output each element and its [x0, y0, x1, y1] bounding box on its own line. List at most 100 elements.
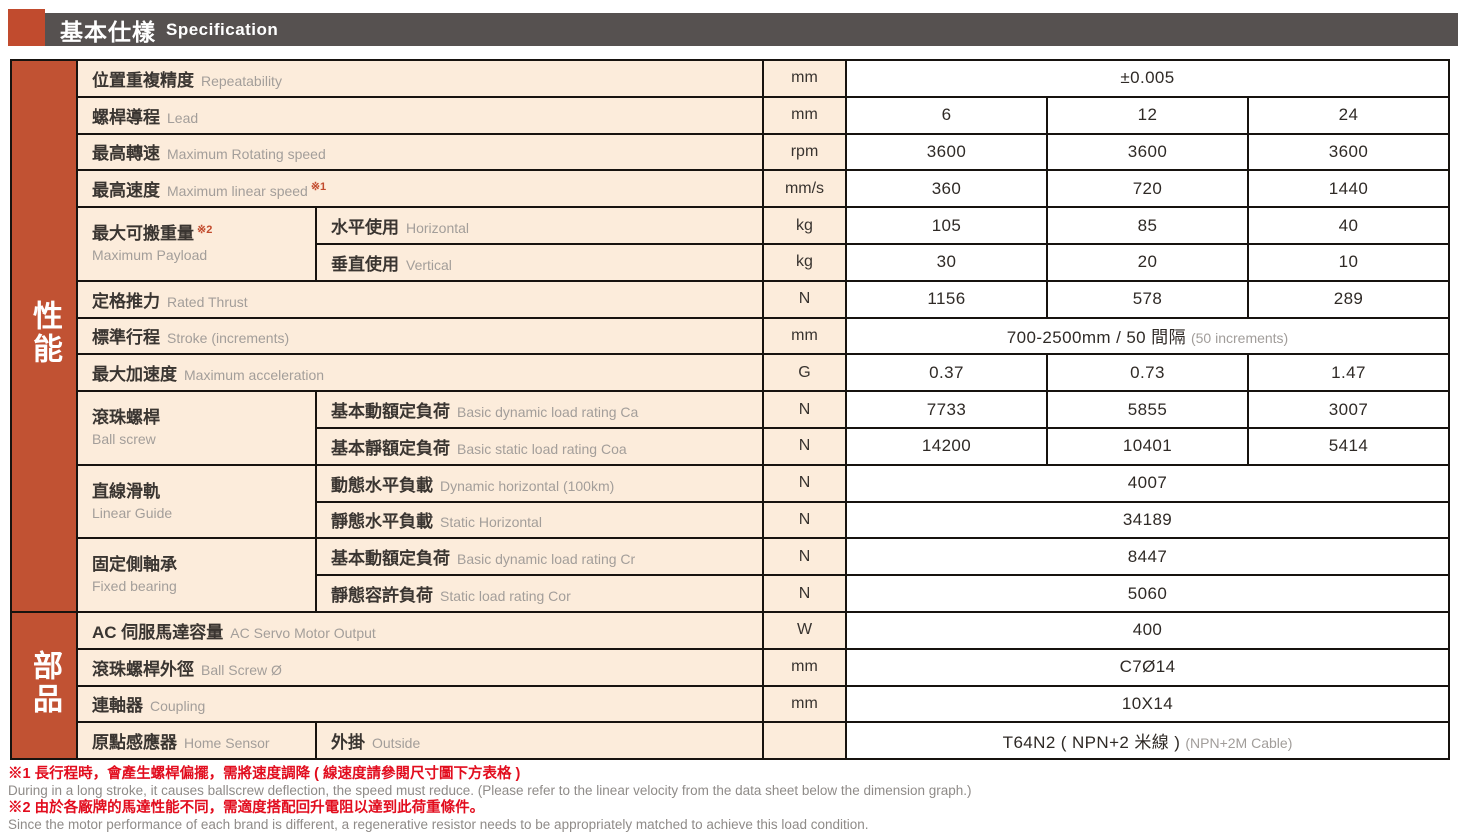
value-cell: 6 — [845, 95, 1048, 135]
value-cell: 360 — [845, 169, 1048, 209]
value-cell: 24 — [1246, 95, 1451, 135]
row-label: 最高轉速 Maximum Rotating speed — [76, 132, 764, 172]
accent-square — [8, 9, 45, 46]
unit-cell: N — [762, 390, 847, 429]
unit-cell: N — [762, 463, 847, 503]
value-cell: 289 — [1246, 279, 1451, 319]
sidebar-performance: 性能 — [10, 59, 78, 613]
unit-cell: N — [762, 279, 847, 319]
spec-row: 定格推力 Rated Thrust N 1156 578 289 — [11, 279, 1451, 319]
spec-row: 最高轉速 Maximum Rotating speed rpm 3600 3600… — [11, 132, 1451, 172]
spec-row: 最高速度 Maximum linear speed ※1 mm/s 360 720 … — [11, 169, 1451, 209]
value-cell: 1440 — [1246, 169, 1451, 209]
row-sublabel: 動態水平負載 Dynamic horizontal (100km) — [315, 463, 764, 503]
row-sublabel: 垂直使用 Vertical — [315, 242, 764, 282]
spec-table: 性能 位置重複精度 Repeatability mm ±0.005 螺桿導程 Lea… — [10, 59, 1451, 761]
unit-cell: mm — [762, 95, 847, 135]
unit-cell: N — [762, 537, 847, 577]
value-cell: 105 — [845, 206, 1048, 245]
unit-cell: mm — [762, 684, 847, 724]
value-cell: ±0.005 — [844, 59, 1451, 98]
unit-cell: mm — [762, 316, 847, 356]
value-cell: 85 — [1046, 206, 1249, 245]
sidebar-parts-label: 部品 — [28, 650, 61, 717]
footnote-marker: ※2 — [197, 223, 213, 236]
value-cell: C7Ø14 — [844, 647, 1451, 687]
footnote-1-zh: ※1 長行程時，會產生螺桿偏擺，需將速度調降 ( 線速度請參閱尺寸圖下方表格 ) — [8, 766, 521, 782]
value-cell: 3600 — [845, 132, 1048, 172]
value-cell: 720 — [1046, 169, 1249, 209]
row-sublabel: 水平使用 Horizontal — [315, 206, 764, 245]
unit-cell: kg — [762, 242, 847, 282]
spec-row: 連軸器 Coupling mm 10X14 — [11, 684, 1451, 724]
row-sublabel: 基本靜額定負荷 Basic static load rating Coa — [315, 426, 764, 466]
row-label: 最大加速度 Maximum acceleration — [76, 353, 764, 393]
unit-cell: mm — [762, 59, 847, 98]
footnote-1-en: During in a long stroke, it causes balls… — [8, 783, 972, 798]
value-cell: 10X14 — [844, 684, 1451, 724]
value-cell: 3600 — [1046, 132, 1249, 172]
row-sublabel: 靜態容許負荷 Static load rating Cor — [315, 574, 764, 613]
row-sublabel: 基本動額定負荷 Basic dynamic load rating Ca — [315, 390, 764, 429]
row-group-label: 滾珠螺桿 Ball screw — [76, 390, 317, 466]
row-group-label: 固定側軸承 Fixed bearing — [76, 537, 317, 613]
row-sublabel: 基本動額定負荷 Basic dynamic load rating Cr — [315, 537, 764, 577]
footnote-marker: ※1 — [310, 180, 327, 193]
unit-cell: N — [762, 500, 847, 540]
value-cell: 4007 — [844, 463, 1451, 503]
spec-row: 直線滑軌 Linear Guide 動態水平負載 Dynamic horizont… — [11, 463, 1451, 540]
spec-row: 靜態容許負荷 Static load rating Cor N 5060 — [11, 574, 1451, 613]
spec-row: 滾珠螺桿 Ball screw 基本動額定負荷 Basic dynamic loa… — [11, 390, 1451, 466]
row-label: 最高速度 Maximum linear speed ※1 — [76, 169, 764, 209]
spec-row: 最大可搬重量 ※2 Maximum Payload 水平使用 Horizontal … — [11, 206, 1451, 282]
spec-row: 螺桿導程 Lead mm 6 12 24 — [11, 95, 1451, 135]
row-label: 滾珠螺桿外徑 Ball Screw Ø — [76, 647, 764, 687]
row-label: 連軸器 Coupling — [76, 684, 764, 724]
spec-row: 靜態水平負載 Static Horizontal N 34189 — [11, 500, 1451, 540]
row-label: 螺桿導程 Lead — [76, 95, 764, 135]
value-cell: 14200 — [845, 426, 1048, 466]
row-group-label: 直線滑軌 Linear Guide — [76, 463, 317, 540]
unit-cell: mm — [762, 647, 847, 687]
spec-row: 原點感應器 Home Sensor 外掛 Outside T64N2 ( NPN+2… — [11, 721, 1451, 761]
value-cell: 10 — [1246, 242, 1451, 282]
value-cell: 30 — [845, 242, 1048, 282]
value-cell: 0.37 — [845, 353, 1048, 393]
value-cell: 7733 — [845, 390, 1048, 429]
spec-row: 垂直使用 Vertical kg 30 20 10 — [11, 242, 1451, 282]
row-sublabel: 外掛 Outside — [315, 721, 764, 761]
value-cell: 8447 — [844, 537, 1451, 577]
row-label: 位置重複精度 Repeatability — [76, 59, 764, 98]
row-sublabel: 靜態水平負載 Static Horizontal — [315, 500, 764, 540]
value-cell: 5414 — [1246, 426, 1451, 466]
value-cell: 3600 — [1246, 132, 1451, 172]
row-label: 原點感應器 Home Sensor — [76, 721, 317, 761]
value-cell: 1156 — [845, 279, 1048, 319]
spec-row: 基本靜額定負荷 Basic static load rating Coa N 14… — [11, 426, 1451, 466]
unit-cell: rpm — [762, 132, 847, 172]
value-cell: 20 — [1046, 242, 1249, 282]
sidebar-performance-label: 性能 — [28, 300, 61, 367]
sidebar-parts: 部品 — [10, 610, 78, 761]
unit-cell: G — [762, 353, 847, 393]
value-cell: T64N2 ( NPN+2 米線 ) (NPN+2M Cable) — [844, 721, 1451, 761]
spec-row: 固定側軸承 Fixed bearing 基本動額定負荷 Basic dynamic… — [11, 537, 1451, 613]
row-label: 定格推力 Rated Thrust — [76, 279, 764, 319]
footnotes: ※1 長行程時，會產生螺桿偏擺，需將速度調降 ( 線速度請參閱尺寸圖下方表格 )… — [8, 766, 1448, 834]
value-cell: 1.47 — [1246, 353, 1451, 393]
footnote-2-zh: ※2 由於各廠牌的馬達性能不同，需適度搭配回升電阻以達到此荷重條件。 — [8, 800, 485, 816]
value-cell: 700-2500mm / 50 間隔 (50 increments) — [844, 316, 1451, 356]
spec-row: 標準行程 Stroke (increments) mm 700-2500mm / … — [11, 316, 1451, 356]
unit-cell: W — [762, 610, 847, 650]
unit-cell: N — [762, 574, 847, 613]
spec-row: 最大加速度 Maximum acceleration G 0.37 0.73 1.… — [11, 353, 1451, 393]
spec-row: 性能 位置重複精度 Repeatability mm ±0.005 — [10, 59, 1451, 613]
value-cell: 400 — [844, 610, 1451, 650]
value-cell: 5060 — [844, 574, 1451, 613]
value-cell: 0.73 — [1046, 353, 1249, 393]
page-title-zh: 基本仕樣 — [60, 18, 156, 45]
value-cell: 578 — [1046, 279, 1249, 319]
unit-cell — [762, 721, 847, 761]
unit-cell: kg — [762, 206, 847, 245]
